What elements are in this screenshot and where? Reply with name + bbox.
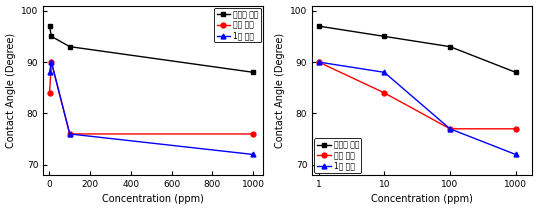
- 1름 세제: [447, 127, 453, 130]
- 나름름 세제: [447, 45, 453, 48]
- Line: 1름 세제: 1름 세제: [47, 60, 256, 157]
- Line: 1름 세제: 1름 세제: [316, 60, 518, 157]
- X-axis label: Concentration (ppm): Concentration (ppm): [102, 194, 204, 205]
- 날름 세제: [48, 61, 55, 63]
- 날름 세제: [315, 61, 322, 63]
- 나름름 세제: [46, 25, 53, 27]
- 날름 세제: [67, 133, 73, 135]
- 날름 세제: [250, 133, 257, 135]
- X-axis label: Concentration (ppm): Concentration (ppm): [371, 194, 473, 205]
- Line: 나름름 세제: 나름름 세제: [316, 24, 518, 75]
- 1름 세제: [67, 133, 73, 135]
- 나름름 세제: [250, 71, 257, 74]
- Line: 날름 세제: 날름 세제: [316, 60, 518, 131]
- Y-axis label: Contact Angle (Degree): Contact Angle (Degree): [274, 33, 285, 148]
- 나름름 세제: [381, 35, 387, 38]
- 나름름 세제: [315, 25, 322, 27]
- 1름 세제: [512, 153, 519, 156]
- 나름름 세제: [512, 71, 519, 74]
- 날름 세제: [381, 92, 387, 94]
- Line: 나름름 세제: 나름름 세제: [47, 24, 256, 75]
- 1름 세제: [250, 153, 257, 156]
- Y-axis label: Contact Angle (Degree): Contact Angle (Degree): [5, 33, 16, 148]
- Line: 날름 세제: 날름 세제: [47, 60, 256, 136]
- 1름 세제: [46, 71, 53, 74]
- 날름 세제: [447, 127, 453, 130]
- Legend: 나름름 세제, 날름 세제, 1름 세제: 나름름 세제, 날름 세제, 1름 세제: [214, 8, 261, 42]
- 나름름 세제: [48, 35, 55, 38]
- 날름 세제: [46, 92, 53, 94]
- 1름 세제: [48, 61, 55, 63]
- 1름 세제: [381, 71, 387, 74]
- 1름 세제: [315, 61, 322, 63]
- 나름름 세제: [67, 45, 73, 48]
- 날름 세제: [512, 127, 519, 130]
- Legend: 나름름 세제, 날름 세제, 1름 세제: 나름름 세제, 날름 세제, 1름 세제: [315, 138, 362, 173]
